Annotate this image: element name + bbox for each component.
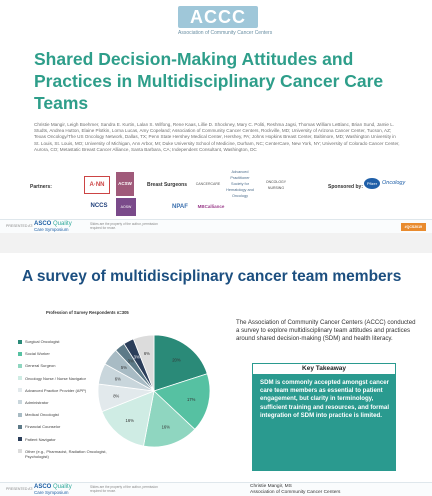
- npaf-logo: NPAF: [172, 204, 188, 210]
- slide-title: A survey of multidisciplinary cancer tea…: [22, 268, 402, 285]
- partners-label: Partners:: [30, 184, 52, 190]
- slide-footer: PRESENTED AT: ASCO Quality Care Symposiu…: [0, 219, 432, 233]
- presenter-org: Association of Community Cancer Centers: [250, 489, 341, 495]
- legend-label: Other (e.g., Pharmacist, Radiation Oncol…: [25, 448, 107, 459]
- legend-swatch: [18, 363, 22, 368]
- legend-label: Medical Oncologist: [25, 412, 59, 418]
- apsho-logo: Advanced Practitioner Society for Hemato…: [226, 170, 254, 198]
- asco-logo: ASCO Quality Care Symposium: [34, 484, 84, 496]
- legend-label: Administrator: [25, 399, 49, 405]
- profession-pie-chart: 20%17%16%16%8%6%5%3%3%6%: [97, 334, 211, 448]
- legend-swatch: [18, 388, 22, 393]
- asco-logo: ASCO Quality Care Symposium: [34, 221, 84, 233]
- presented-at-label: PRESENTED AT:: [6, 487, 33, 491]
- pie-slice: [132, 334, 155, 392]
- legend-label: Financial Counselor: [25, 424, 61, 430]
- asco-logo-name: ASCO Quality: [34, 221, 72, 227]
- asco-logo-name: ASCO Quality: [34, 484, 72, 490]
- legend-label: General Surgeon: [25, 363, 56, 369]
- legend-swatch: [18, 424, 22, 429]
- pie-slice: [143, 390, 196, 448]
- pie-slice: [153, 334, 208, 392]
- presenter-name: Christie Mangir, MS: [250, 484, 292, 489]
- mbc-alliance-logo: MBCalliance: [197, 204, 225, 209]
- hashtag-badge: #QCS2019: [400, 223, 426, 231]
- pfizer-logo-text: Oncology: [382, 180, 406, 186]
- legend-item: Patient Navigator: [18, 437, 108, 442]
- accc-logo: ACCC Association of Community Cancer Cen…: [178, 6, 273, 40]
- asco-logo-symposium: Care Symposium: [34, 490, 69, 495]
- asco-logo-symposium: Care Symposium: [34, 227, 69, 232]
- pie-slice-label: 3%: [128, 358, 134, 363]
- breast-surgeons-logo: Breast Surgeons: [146, 182, 187, 188]
- legend-item: Advanced Practice Provider (APP): [18, 388, 108, 393]
- survey-description: The Association of Community Cancer Cent…: [236, 319, 416, 343]
- slide-footer: PRESENTED AT: ASCO Quality Care Symposiu…: [0, 482, 432, 496]
- pie-slice-label: 8%: [113, 393, 119, 398]
- legend-item: Social Worker: [18, 351, 108, 356]
- accc-logo-mark: ACCC: [178, 6, 258, 28]
- cancercare-logo: CANCERCARE: [195, 182, 221, 186]
- legend-item: Administrator: [18, 400, 108, 405]
- key-takeaway-text: SDM is commonly accepted amongst cancer …: [260, 379, 390, 419]
- slide-separator: [0, 233, 432, 253]
- pie-slice-label: 5%: [121, 365, 127, 370]
- pie-slice: [153, 373, 211, 430]
- permission-note: Slides are the property of the author, p…: [90, 485, 158, 493]
- acsw-logo: ACSW: [116, 172, 134, 196]
- poster-title: Shared Decision-Making Attitudes and Pra…: [34, 49, 384, 113]
- title-slide: ACCC Association of Community Cancer Cen…: [0, 0, 432, 233]
- legend-swatch: [18, 412, 22, 417]
- pie-slice-label: 3%: [134, 355, 140, 360]
- pfizer-oncology-logo: Pfizer Oncology: [364, 178, 406, 190]
- accc-logo-subtitle: Association of Community Cancer Centers: [178, 30, 273, 36]
- pfizer-logo-mark: Pfizer: [364, 178, 380, 189]
- legend-label: Patient Navigator: [25, 436, 56, 442]
- oncology-nursing-logo: ONCOLOGY NURSING: [265, 180, 287, 190]
- anm-logo: A·NN: [84, 176, 110, 194]
- pie-slice-label: 16%: [126, 418, 135, 423]
- legend-label: Oncology Nurse / Nurse Navigator: [25, 375, 86, 381]
- legend-label: Surgical Oncologist: [25, 339, 60, 344]
- legend-item: Other (e.g., Pharmacist, Radiation Oncol…: [18, 449, 108, 459]
- sponsored-by-label: Sponsored by:: [328, 184, 364, 190]
- key-takeaway-heading: Key Takeaway: [252, 363, 396, 375]
- legend-swatch: [18, 400, 22, 405]
- key-takeaway-box: Key Takeaway SDM is commonly accepted am…: [252, 363, 396, 471]
- aosw-logo: AOSW: [116, 198, 136, 216]
- legend-item: Financial Counselor: [18, 424, 108, 429]
- legend-swatch: [18, 376, 22, 381]
- legend-swatch: [18, 449, 22, 454]
- pie-slice-label: 6%: [115, 377, 121, 382]
- presenter-info: Christie Mangir, MS Association of Commu…: [250, 484, 340, 495]
- authors-affiliations: Christie Mangir, Leigh Boehmer, Sandra E…: [34, 122, 400, 152]
- chart-legend: Surgical Oncologist Social Worker General …: [18, 339, 108, 466]
- legend-swatch: [18, 351, 22, 356]
- pie-slice-label: 16%: [162, 425, 171, 430]
- legend-swatch: [18, 437, 22, 441]
- legend-swatch: [18, 339, 22, 344]
- legend-item: Surgical Oncologist: [18, 339, 108, 344]
- chart-title: Profession of Survey Respondents n=305: [46, 310, 129, 315]
- nccs-logo: NCCS: [90, 203, 108, 209]
- survey-slide: A survey of multidisciplinary cancer tea…: [0, 253, 432, 496]
- permission-note: Slides are the property of the author, p…: [90, 222, 158, 230]
- legend-item: General Surgeon: [18, 363, 108, 368]
- pie-slice-label: 17%: [187, 397, 196, 402]
- pie-slice-label: 6%: [144, 351, 150, 356]
- legend-label: Social Worker: [25, 351, 50, 357]
- legend-item: Oncology Nurse / Nurse Navigator: [18, 376, 108, 381]
- pie-slice-label: 20%: [172, 358, 181, 363]
- legend-label: Advanced Practice Provider (APP): [25, 387, 87, 393]
- legend-item: Medical Oncologist: [18, 412, 108, 417]
- pie-slice: [101, 390, 155, 447]
- presented-at-label: PRESENTED AT:: [6, 224, 33, 228]
